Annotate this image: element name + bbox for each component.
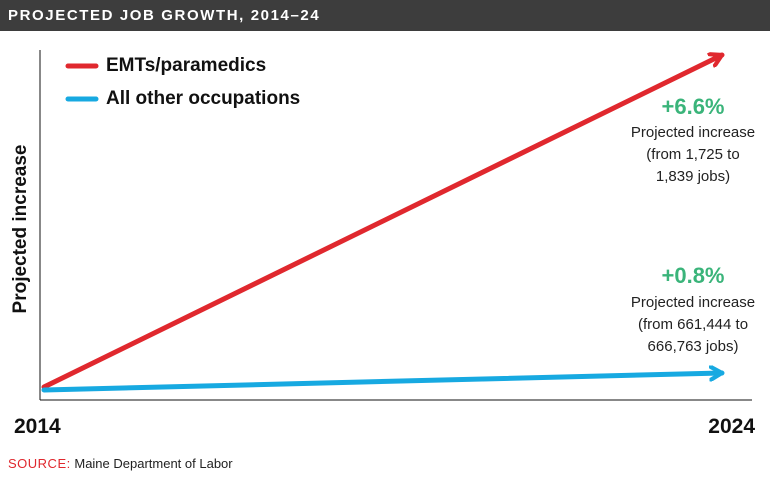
emt-note-line-1: Projected increase: [631, 124, 755, 141]
emt-note-line-2: (from 1,725 to: [646, 146, 739, 163]
series-line-emt: [41, 55, 725, 390]
x-tick-end: 2024: [708, 415, 755, 438]
other-note-line-1: Projected increase: [631, 294, 755, 311]
other-note-line-2: (from 661,444 to: [638, 316, 748, 333]
emt-increase-label: +6.6%: [662, 94, 725, 119]
x-tick-start: 2014: [14, 415, 61, 438]
other-note-line-3: 666,763 jobs): [648, 338, 739, 355]
title-bar: PROJECTED JOB GROWTH, 2014–24: [0, 0, 770, 31]
chart-title: PROJECTED JOB GROWTH, 2014–24: [8, 7, 321, 24]
other-increase-label: +0.8%: [662, 263, 725, 288]
emt-note-line-3: 1,839 jobs): [656, 168, 730, 185]
series-line-other: [41, 373, 725, 393]
source-text: Maine Department of Labor: [74, 456, 233, 471]
y-axis-label: Projected increase: [10, 145, 31, 314]
legend-label-emt: EMTs/paramedics: [106, 55, 266, 76]
legend-label-other: All other occupations: [106, 88, 300, 109]
source-label: SOURCE:: [8, 456, 71, 471]
source-note: SOURCE: Maine Department of Labor: [8, 456, 233, 471]
